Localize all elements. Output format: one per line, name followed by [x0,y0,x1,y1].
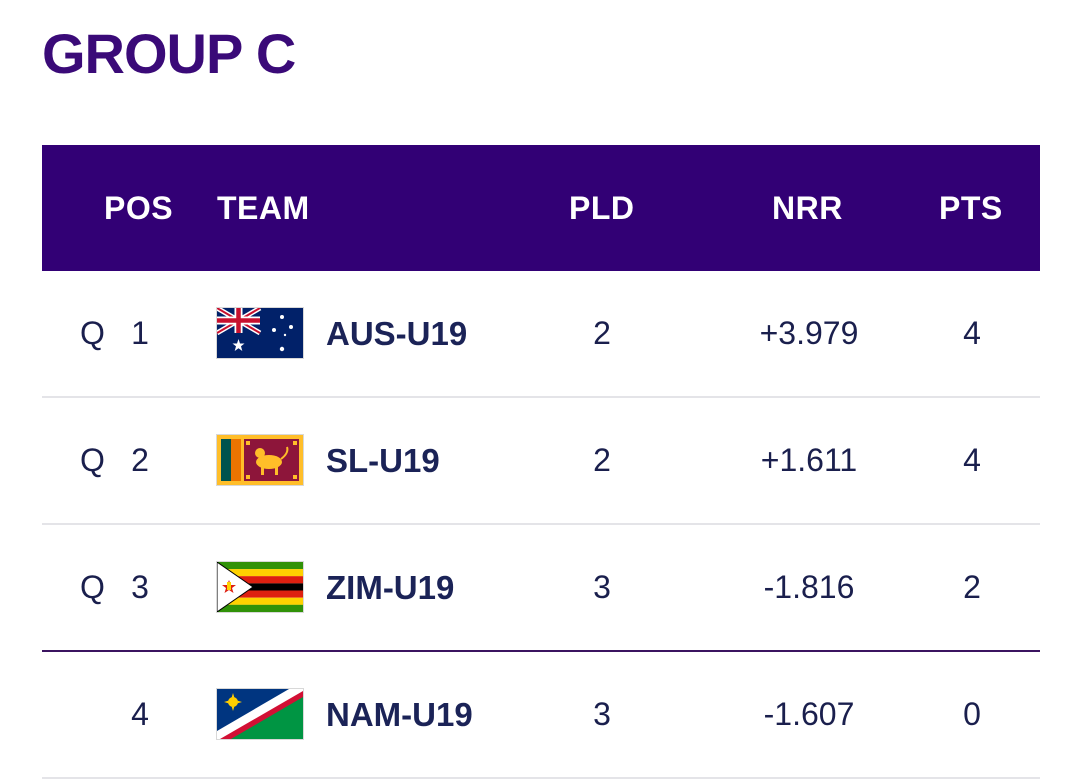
points: 4 [963,442,981,478]
net-run-rate: -1.607 [763,696,855,732]
column-header-team: TEAM [217,190,310,226]
team-name[interactable]: SL-U19 [326,442,440,479]
table-row[interactable]: 4 NAM-U19 3 -1.607 0 [42,652,1040,779]
net-run-rate: +1.611 [760,442,858,478]
column-header-pts: PTS [939,190,1003,226]
position: 2 [131,442,149,478]
points: 2 [963,569,981,605]
table-row[interactable]: Q 3 ZIM-U19 3 -1.816 2 [42,525,1040,652]
points: 0 [963,696,981,732]
sri-lanka-flag-icon [217,435,303,485]
qualified-marker [80,652,120,777]
position: 4 [131,696,149,732]
qualified-marker: Q [80,569,105,605]
namibia-flag-icon [217,689,303,739]
played: 2 [593,315,611,351]
qualified-marker: Q [80,442,105,478]
australia-flag-icon [217,308,303,358]
net-run-rate: -1.816 [763,569,855,605]
position: 3 [131,569,149,605]
net-run-rate: +3.979 [759,315,859,351]
played: 2 [593,442,611,478]
standings-table: POS TEAM PLD NRR PTS Q 1 [42,145,1040,779]
played: 3 [593,696,611,732]
team-name[interactable]: AUS-U19 [326,315,468,352]
column-header-pld: PLD [569,190,635,226]
qualified-marker: Q [80,315,105,351]
column-header-nrr: NRR [772,190,843,226]
position: 1 [131,315,149,351]
table-row[interactable]: Q 1 AUS-U19 [42,271,1040,398]
zimbabwe-flag-icon [217,562,303,612]
points: 4 [963,315,981,351]
column-header-pos: POS [104,190,174,226]
team-name[interactable]: NAM-U19 [326,696,473,733]
table-row[interactable]: Q 2 SL-U19 [42,398,1040,525]
team-name[interactable]: ZIM-U19 [326,569,455,606]
played: 3 [593,569,611,605]
group-title: GROUP C [42,22,296,85]
table-header: POS TEAM PLD NRR PTS [42,145,1040,271]
